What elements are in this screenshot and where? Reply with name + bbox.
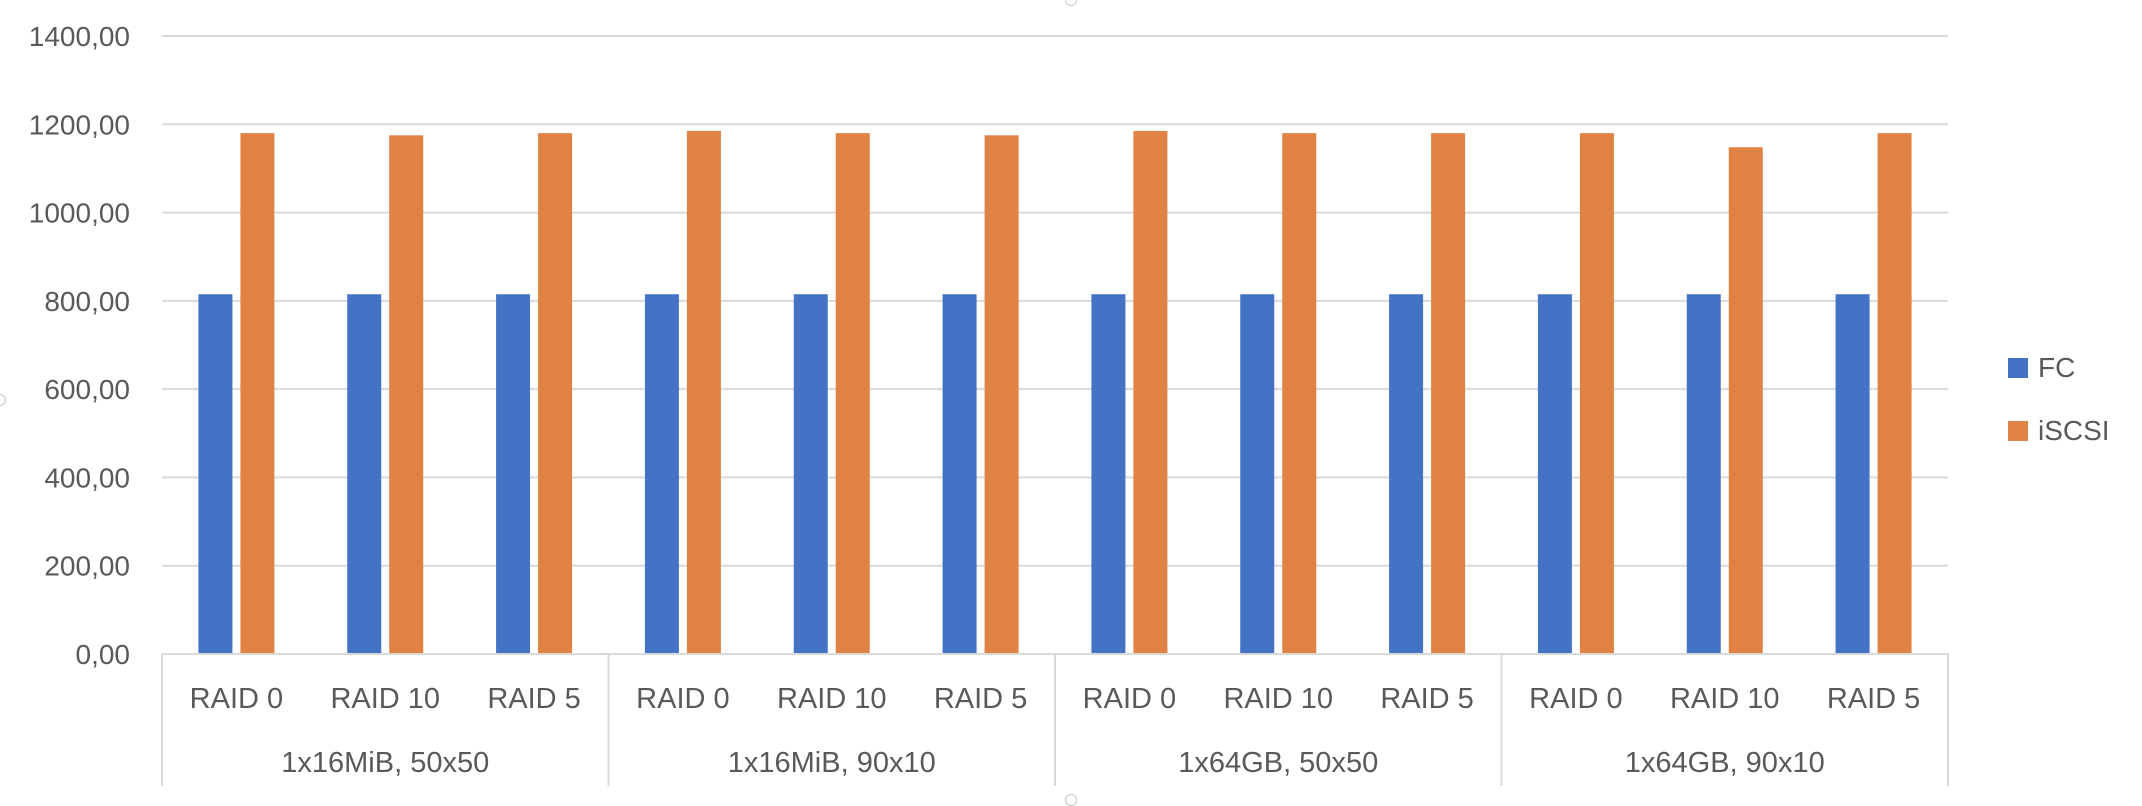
y-tick-label: 200,00 [44, 551, 130, 582]
y-axis-tick-labels: 0,00 200,00 400,00 600,00 800,00 1000,00 1200,… [29, 21, 130, 670]
x-category-label: RAID 10 [1670, 683, 1780, 715]
y-tick-label: 600,00 [44, 374, 130, 405]
legend-swatch-iscsi [2008, 421, 2028, 441]
bar-fc [496, 294, 531, 654]
x-category-label: RAID 5 [1827, 683, 1920, 715]
bars [198, 130, 1912, 655]
x-category-label: RAID 10 [1223, 683, 1333, 715]
bar-fc [1091, 294, 1126, 654]
bar-iscsi [686, 130, 721, 654]
x-category-label: RAID 0 [1529, 683, 1622, 715]
x-category-label: RAID 5 [487, 683, 580, 715]
x-category-label: RAID 5 [1380, 683, 1473, 715]
bar-iscsi [1282, 133, 1317, 655]
x-category-label: RAID 0 [636, 683, 729, 715]
bar-fc [198, 294, 233, 654]
bar-fc [1686, 294, 1721, 654]
x-group-label: 1x64GB, 90x10 [1625, 747, 1825, 779]
x-category-label: RAID 0 [1083, 683, 1176, 715]
bar-iscsi [1877, 133, 1912, 655]
bar-iscsi [835, 133, 870, 655]
bar-fc [1835, 294, 1870, 654]
bar-fc [793, 294, 828, 654]
bar-iscsi [1431, 133, 1466, 655]
y-tick-label: 1200,00 [29, 109, 130, 140]
x-group-label: 1x64GB, 50x50 [1178, 747, 1378, 779]
x-category-label: RAID 10 [777, 683, 887, 715]
bar-iscsi [1133, 130, 1168, 654]
y-tick-label: 400,00 [44, 462, 130, 493]
legend-swatch-fc [2008, 358, 2028, 378]
y-tick-label: 800,00 [44, 286, 130, 317]
bar-iscsi [538, 133, 573, 655]
bar-iscsi [389, 135, 424, 655]
legend: FC iSCSI [2008, 352, 2110, 446]
bar-fc [1389, 294, 1424, 654]
x-axis: RAID 0 RAID 10 RAID 5 1x16MiB, 50x50 RAID 0 R… [161, 653, 1949, 786]
bar-fc [1240, 294, 1275, 654]
x-category-label: RAID 5 [934, 683, 1027, 715]
legend-label-iscsi: iSCSI [2038, 415, 2110, 446]
bar-fc [942, 294, 977, 654]
bar-iscsi [1579, 133, 1614, 655]
y-tick-label: 0,00 [76, 639, 131, 670]
bar-iscsi [1728, 147, 1763, 655]
bar-iscsi [984, 135, 1019, 655]
gridlines [162, 35, 1948, 567]
y-tick-label: 1000,00 [29, 198, 130, 229]
bar-fc [644, 294, 679, 654]
y-tick-label: 1400,00 [29, 21, 130, 52]
x-group-label: 1x16MiB, 90x10 [728, 747, 936, 779]
x-category-label: RAID 0 [190, 683, 283, 715]
bar-fc [1537, 294, 1572, 654]
x-group-label: 1x16MiB, 50x50 [281, 747, 489, 779]
bar-iscsi [240, 133, 275, 655]
x-category-label: RAID 10 [330, 683, 440, 715]
legend-label-fc: FC [2038, 352, 2075, 383]
bar-fc [347, 294, 382, 654]
